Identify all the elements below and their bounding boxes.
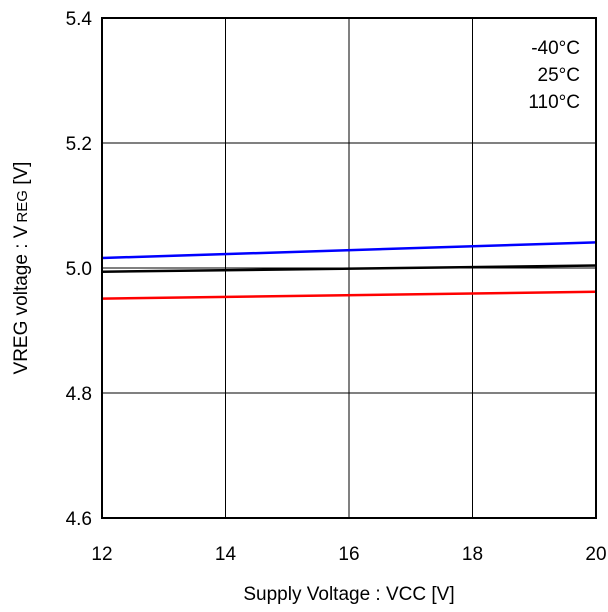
y-axis-label: VREG voltage : V REG [V] <box>11 162 32 375</box>
y-tick-labels: 4.6 4.8 5.0 5.2 5.4 <box>66 9 93 530</box>
series-lines <box>101 241 597 300</box>
x-axis-label: Supply Voltage : VCC [V] <box>243 584 454 605</box>
series-line-1 <box>101 264 597 273</box>
x-tick-label: 12 <box>91 544 112 565</box>
legend-entry: -40°C <box>531 38 580 59</box>
x-tick-labels: 12 14 16 18 20 <box>91 544 606 565</box>
legend-entry: 25°C <box>538 65 580 86</box>
y-axis-label-subscript: REG <box>14 190 31 223</box>
legend: -40°C 25°C 110°C <box>528 38 580 113</box>
series-line-2 <box>101 241 597 260</box>
plot-frame <box>101 17 597 519</box>
x-tick-label: 18 <box>462 544 483 565</box>
x-tick-label: 14 <box>215 544 237 565</box>
legend-entry: 110°C <box>528 92 580 113</box>
x-tick-label: 20 <box>585 544 606 565</box>
series-line-0 <box>101 290 597 300</box>
y-tick-label: 5.0 <box>66 259 92 280</box>
y-tick-label: 4.8 <box>66 384 92 405</box>
y-tick-label: 5.4 <box>66 9 93 30</box>
y-tick-label: 4.6 <box>66 509 92 530</box>
y-tick-label: 5.2 <box>66 134 92 155</box>
y-axis-label-main: VREG voltage : V <box>11 225 32 374</box>
y-axis-label-unit: [V] <box>11 162 32 191</box>
x-tick-label: 16 <box>338 544 359 565</box>
